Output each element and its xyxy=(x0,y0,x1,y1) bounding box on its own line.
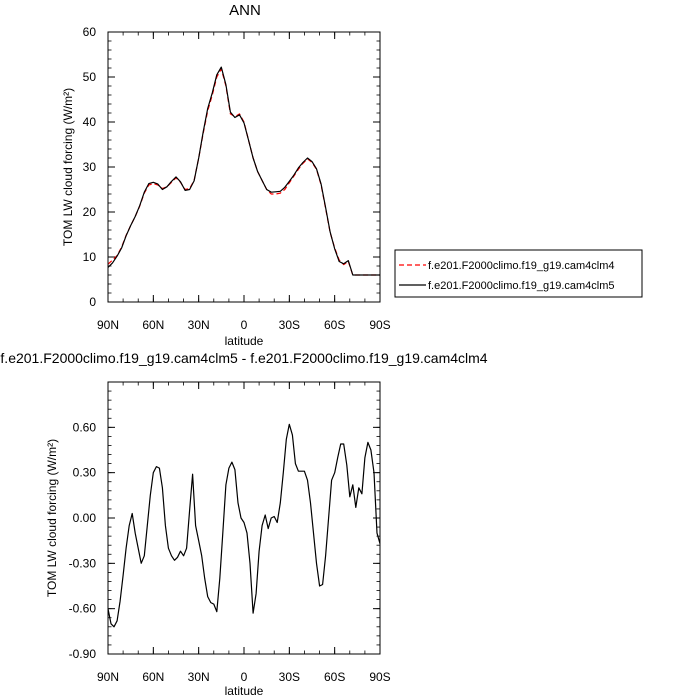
bottom-x-tick-label: 60S xyxy=(324,670,345,684)
top-panel: ANN 0 10 20 30 40 50 60 90N 60N 30N 0 30S 60S 90S la… xyxy=(61,2,643,348)
top-y-tick-label: 50 xyxy=(83,70,97,84)
top-plot-frame xyxy=(107,31,381,303)
top-y-tick-label: 20 xyxy=(83,205,97,219)
top-x-tick-label: 30N xyxy=(188,318,210,332)
bottom-y-tick-label: 0.00 xyxy=(73,511,97,525)
top-x-axis-label: latitude xyxy=(225,334,264,348)
bottom-minor-ticks xyxy=(107,381,381,655)
bottom-y-tick-label: 0.30 xyxy=(73,466,97,480)
top-plot-area xyxy=(107,31,381,303)
legend-label-clm5: f.e201.F2000climo.f19_g19.cam4clm5 xyxy=(428,280,615,292)
top-series-line-1 xyxy=(107,66,380,276)
top-x-tick-label: 60N xyxy=(142,318,164,332)
bottom-x-tick-labels: 90N 60N 30N 0 30S 60S 90S xyxy=(97,670,391,684)
top-y-tick-label: 0 xyxy=(89,295,96,309)
legend-label-clm4: f.e201.F2000climo.f19_g19.cam4clm4 xyxy=(428,260,615,272)
top-y-tick-label: 60 xyxy=(83,25,97,39)
bottom-x-tick-label: 30N xyxy=(188,670,210,684)
bottom-plot-area xyxy=(107,381,381,655)
bottom-y-tick-label: 0.60 xyxy=(73,420,97,434)
bottom-x-tick-label: 30S xyxy=(279,670,300,684)
top-major-ticks xyxy=(107,31,381,303)
bottom-series-line-0 xyxy=(107,423,381,628)
bottom-y-tick-label: -0.30 xyxy=(69,556,97,570)
top-y-axis-label: TOM LW cloud forcing (W/m²) xyxy=(61,88,75,246)
bottom-chart-title: f.e201.F2000climo.f19_g19.cam4clm5 - f.e… xyxy=(0,350,487,366)
top-series-group xyxy=(107,66,380,276)
bottom-major-ticks xyxy=(107,382,381,655)
legend: f.e201.F2000climo.f19_g19.cam4clm4 f.e20… xyxy=(394,249,643,298)
top-x-tick-label: 90N xyxy=(97,318,119,332)
bottom-y-axis-label: TOM LW cloud forcing (W/m²) xyxy=(45,439,59,597)
top-y-tick-labels: 0 10 20 30 40 50 60 xyxy=(83,25,97,309)
bottom-x-tick-label: 60N xyxy=(142,670,164,684)
top-x-tick-label: 90S xyxy=(369,318,390,332)
top-y-tick-label: 40 xyxy=(83,115,97,129)
top-x-tick-labels: 90N 60N 30N 0 30S 60S 90S xyxy=(97,318,391,332)
bottom-plot-frame xyxy=(107,381,381,655)
bottom-series-group xyxy=(107,423,381,628)
top-y-tick-label: 30 xyxy=(83,160,97,174)
bottom-panel: f.e201.F2000climo.f19_g19.cam4clm5 - f.e… xyxy=(0,350,487,698)
top-series-line-0 xyxy=(107,68,380,276)
top-x-tick-label: 30S xyxy=(279,318,300,332)
legend-box xyxy=(394,249,643,298)
bottom-y-tick-label: -0.60 xyxy=(69,602,97,616)
top-x-tick-label: 60S xyxy=(324,318,345,332)
bottom-y-tick-labels: -0.90 -0.60 -0.30 0.00 0.30 0.60 xyxy=(69,420,97,661)
bottom-x-tick-label: 0 xyxy=(241,670,248,684)
bottom-y-tick-label: -0.90 xyxy=(69,647,97,661)
top-chart-title: ANN xyxy=(229,2,261,19)
bottom-x-tick-label: 90S xyxy=(369,670,390,684)
bottom-x-axis-label: latitude xyxy=(225,684,264,698)
top-y-tick-label: 10 xyxy=(83,250,97,264)
top-x-tick-label: 0 xyxy=(241,318,248,332)
bottom-x-tick-label: 90N xyxy=(97,670,119,684)
